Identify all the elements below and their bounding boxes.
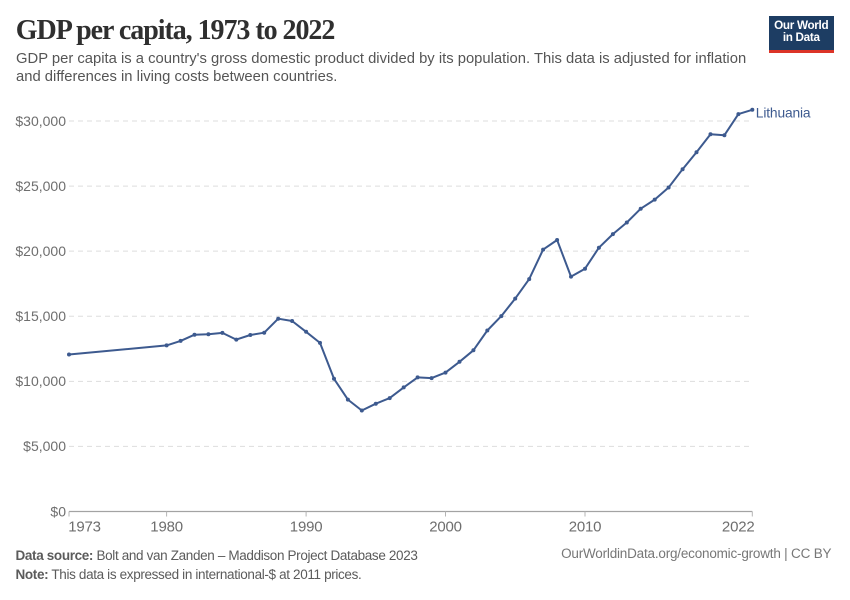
svg-text:$20,000: $20,000 <box>15 243 66 259</box>
svg-text:1980: 1980 <box>150 518 183 535</box>
svg-text:$5,000: $5,000 <box>23 438 66 454</box>
svg-text:$10,000: $10,000 <box>15 373 66 389</box>
svg-text:2010: 2010 <box>569 518 602 535</box>
svg-text:$25,000: $25,000 <box>15 178 66 194</box>
svg-text:1973: 1973 <box>68 518 101 535</box>
svg-text:2022: 2022 <box>722 518 755 535</box>
svg-text:2000: 2000 <box>429 518 462 535</box>
svg-text:Lithuania: Lithuania <box>756 106 811 121</box>
svg-text:$30,000: $30,000 <box>15 113 66 129</box>
svg-text:$15,000: $15,000 <box>15 308 66 324</box>
svg-text:$0: $0 <box>50 503 66 519</box>
svg-text:1990: 1990 <box>290 518 323 535</box>
